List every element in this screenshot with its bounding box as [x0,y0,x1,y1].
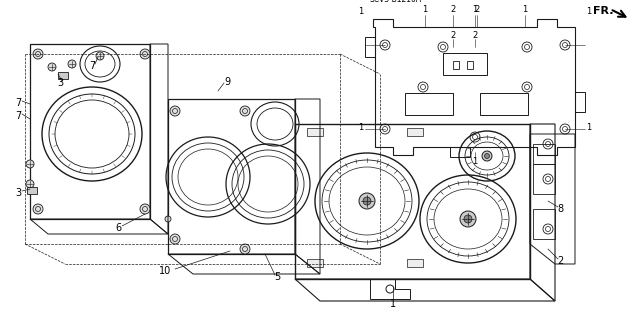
Circle shape [33,49,43,59]
Text: 5: 5 [274,272,280,282]
Polygon shape [307,128,323,136]
Text: 7: 7 [89,61,95,71]
Text: 2: 2 [557,256,563,266]
Polygon shape [407,259,423,267]
Bar [405,93,453,115]
Text: SCV3-B1210A: SCV3-B1210A [370,0,422,4]
Bar [453,61,459,69]
Text: 10: 10 [159,266,171,276]
Text: 9: 9 [224,77,230,87]
Circle shape [359,193,375,209]
Circle shape [33,204,43,214]
Text: 1: 1 [586,8,591,17]
Text: 1: 1 [358,122,364,131]
Bar [533,164,555,194]
Circle shape [170,234,180,244]
Polygon shape [407,128,423,136]
Circle shape [240,244,250,254]
Bar [58,72,68,79]
Polygon shape [307,259,323,267]
Text: 1: 1 [358,8,364,17]
Circle shape [464,215,472,223]
Text: 1: 1 [522,4,527,13]
Bar [443,53,487,75]
Text: 1: 1 [472,4,477,13]
Text: 6: 6 [115,223,121,233]
Bar [467,61,473,69]
Bar [480,93,528,115]
Text: 3: 3 [15,188,21,198]
Text: 2: 2 [451,31,456,40]
Text: 2: 2 [472,31,477,40]
Circle shape [484,153,490,159]
Text: 8: 8 [557,204,563,214]
Text: FR.: FR. [593,6,613,16]
Text: 3: 3 [57,78,63,88]
Circle shape [48,63,56,71]
Circle shape [26,180,34,188]
Circle shape [68,60,76,68]
Text: 7: 7 [15,98,21,108]
Bar [533,209,555,239]
Circle shape [170,106,180,116]
Circle shape [482,151,492,161]
Circle shape [140,204,150,214]
Text: 1: 1 [390,299,396,309]
Circle shape [460,211,476,227]
Bar [27,187,37,194]
Text: 1: 1 [422,4,428,13]
Circle shape [363,197,371,205]
Text: 1: 1 [472,158,477,167]
Circle shape [96,52,104,60]
Text: 1: 1 [586,122,591,131]
Circle shape [240,106,250,116]
Circle shape [165,216,171,222]
Circle shape [140,49,150,59]
Text: 2: 2 [474,4,479,13]
Text: 7: 7 [15,111,21,121]
Circle shape [26,160,34,168]
Bar [533,144,555,164]
Text: 2: 2 [451,4,456,13]
